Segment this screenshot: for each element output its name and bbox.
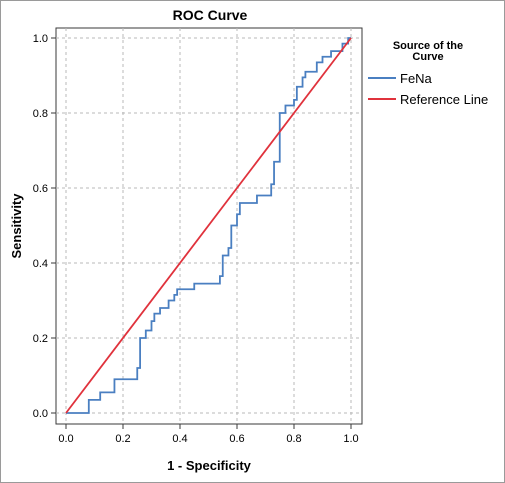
y-tick-label: 0.2 xyxy=(33,333,48,345)
legend: Source of the Curve FeNa Reference Line xyxy=(368,40,488,107)
series-line-reference xyxy=(65,37,352,414)
gridlines xyxy=(56,28,362,424)
chart-title: ROC Curve xyxy=(173,7,248,23)
y-tick-label: 0.6 xyxy=(33,183,48,195)
y-axis-title: Sensitivity xyxy=(9,193,24,259)
legend-label-fena: FeNa xyxy=(400,71,433,86)
legend-label-reference: Reference Line xyxy=(400,92,488,107)
x-tick-label: 0.8 xyxy=(286,433,301,445)
y-tick-label: 0.8 xyxy=(33,108,48,120)
x-tick-label: 0.4 xyxy=(172,433,187,445)
y-tick-label: 0.0 xyxy=(33,408,48,420)
data-series xyxy=(65,37,352,414)
legend-title-line2: Curve xyxy=(412,51,443,63)
y-tick-label: 0.4 xyxy=(33,258,48,270)
y-tick-label: 1.0 xyxy=(33,33,48,45)
legend-title-line1: Source of the xyxy=(393,40,463,52)
x-tick-label: 0.2 xyxy=(115,433,130,445)
x-axis-title: 1 - Specificity xyxy=(167,458,252,473)
x-tick-label: 0.0 xyxy=(58,433,73,445)
axis-ticks: 0.0 0.2 0.4 0.6 0.8 1.0 0.0 0.2 0.4 0.6 0.8 1.0 xyxy=(33,33,359,445)
x-tick-label: 1.0 xyxy=(343,433,358,445)
x-tick-label: 0.6 xyxy=(229,433,244,445)
series-line-fena xyxy=(66,37,351,414)
